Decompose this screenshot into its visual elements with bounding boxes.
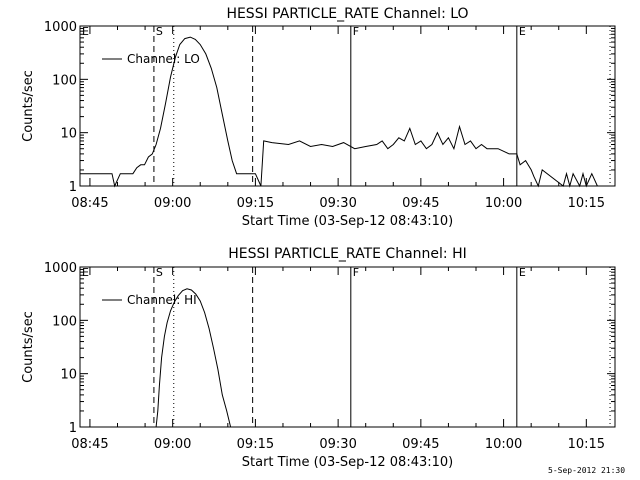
y-axis-label: Counts/sec	[21, 311, 36, 383]
chart-title: HESSI PARTICLE_RATE Channel: LO	[226, 6, 468, 22]
x-axis-label: Start Time (03-Sep-12 08:43:10)	[242, 214, 453, 229]
x-tick-label: 09:45	[402, 437, 439, 452]
event-marker-label: E	[82, 25, 89, 38]
x-axis-label: Start Time (03-Sep-12 08:43:10)	[242, 455, 453, 470]
x-tick-label: 10:15	[568, 196, 605, 211]
x-tick-label: 09:00	[154, 196, 191, 211]
event-marker-label: S	[156, 266, 163, 279]
y-tick-label: 1	[69, 421, 77, 436]
event-marker-label: F	[353, 25, 359, 38]
x-tick-label: 10:00	[485, 196, 522, 211]
y-tick-label: 10	[60, 368, 77, 383]
x-tick-label: 08:45	[71, 437, 108, 452]
legend-label: Channel: HI	[127, 293, 197, 307]
x-tick-label: 09:30	[319, 437, 356, 452]
x-tick-label: 09:15	[237, 196, 274, 211]
x-tick-label: 09:15	[237, 437, 274, 452]
event-marker-label: E	[82, 266, 89, 279]
x-tick-label: 10:15	[568, 437, 605, 452]
data-series-line	[80, 36, 598, 188]
data-series-line	[155, 288, 232, 428]
event-marker-label: F	[353, 266, 359, 279]
y-tick-label: 1	[69, 180, 77, 195]
y-tick-label: 100	[52, 314, 77, 329]
event-marker-label: S	[156, 25, 163, 38]
chart-title: HESSI PARTICLE_RATE Channel: HI	[228, 246, 466, 262]
x-tick-label: 09:30	[319, 196, 356, 211]
legend-label: Channel: LO	[127, 52, 200, 66]
y-tick-label: 100	[52, 73, 77, 88]
x-tick-label: 09:45	[402, 196, 439, 211]
y-axis-label: Counts/sec	[21, 70, 36, 142]
x-tick-label: 10:00	[485, 437, 522, 452]
y-tick-label: 10	[60, 127, 77, 142]
plot-timestamp: 5-Sep-2012 21:30	[548, 466, 626, 475]
plot-frame	[79, 25, 616, 187]
x-tick-label: 09:00	[154, 437, 191, 452]
event-marker-label: E	[519, 266, 526, 279]
event-marker-label: E	[519, 25, 526, 38]
plot-frame	[79, 266, 616, 428]
x-tick-label: 08:45	[71, 196, 108, 211]
chart-panel-1: HESSI PARTICLE_RATE Channel: LO 1 10 100 100…	[21, 6, 616, 229]
chart-panel-2: HESSI PARTICLE_RATE Channel: HI 1 10 100 100…	[21, 246, 616, 470]
y-tick-label: 1000	[44, 20, 77, 35]
y-tick-label: 1000	[44, 261, 77, 276]
